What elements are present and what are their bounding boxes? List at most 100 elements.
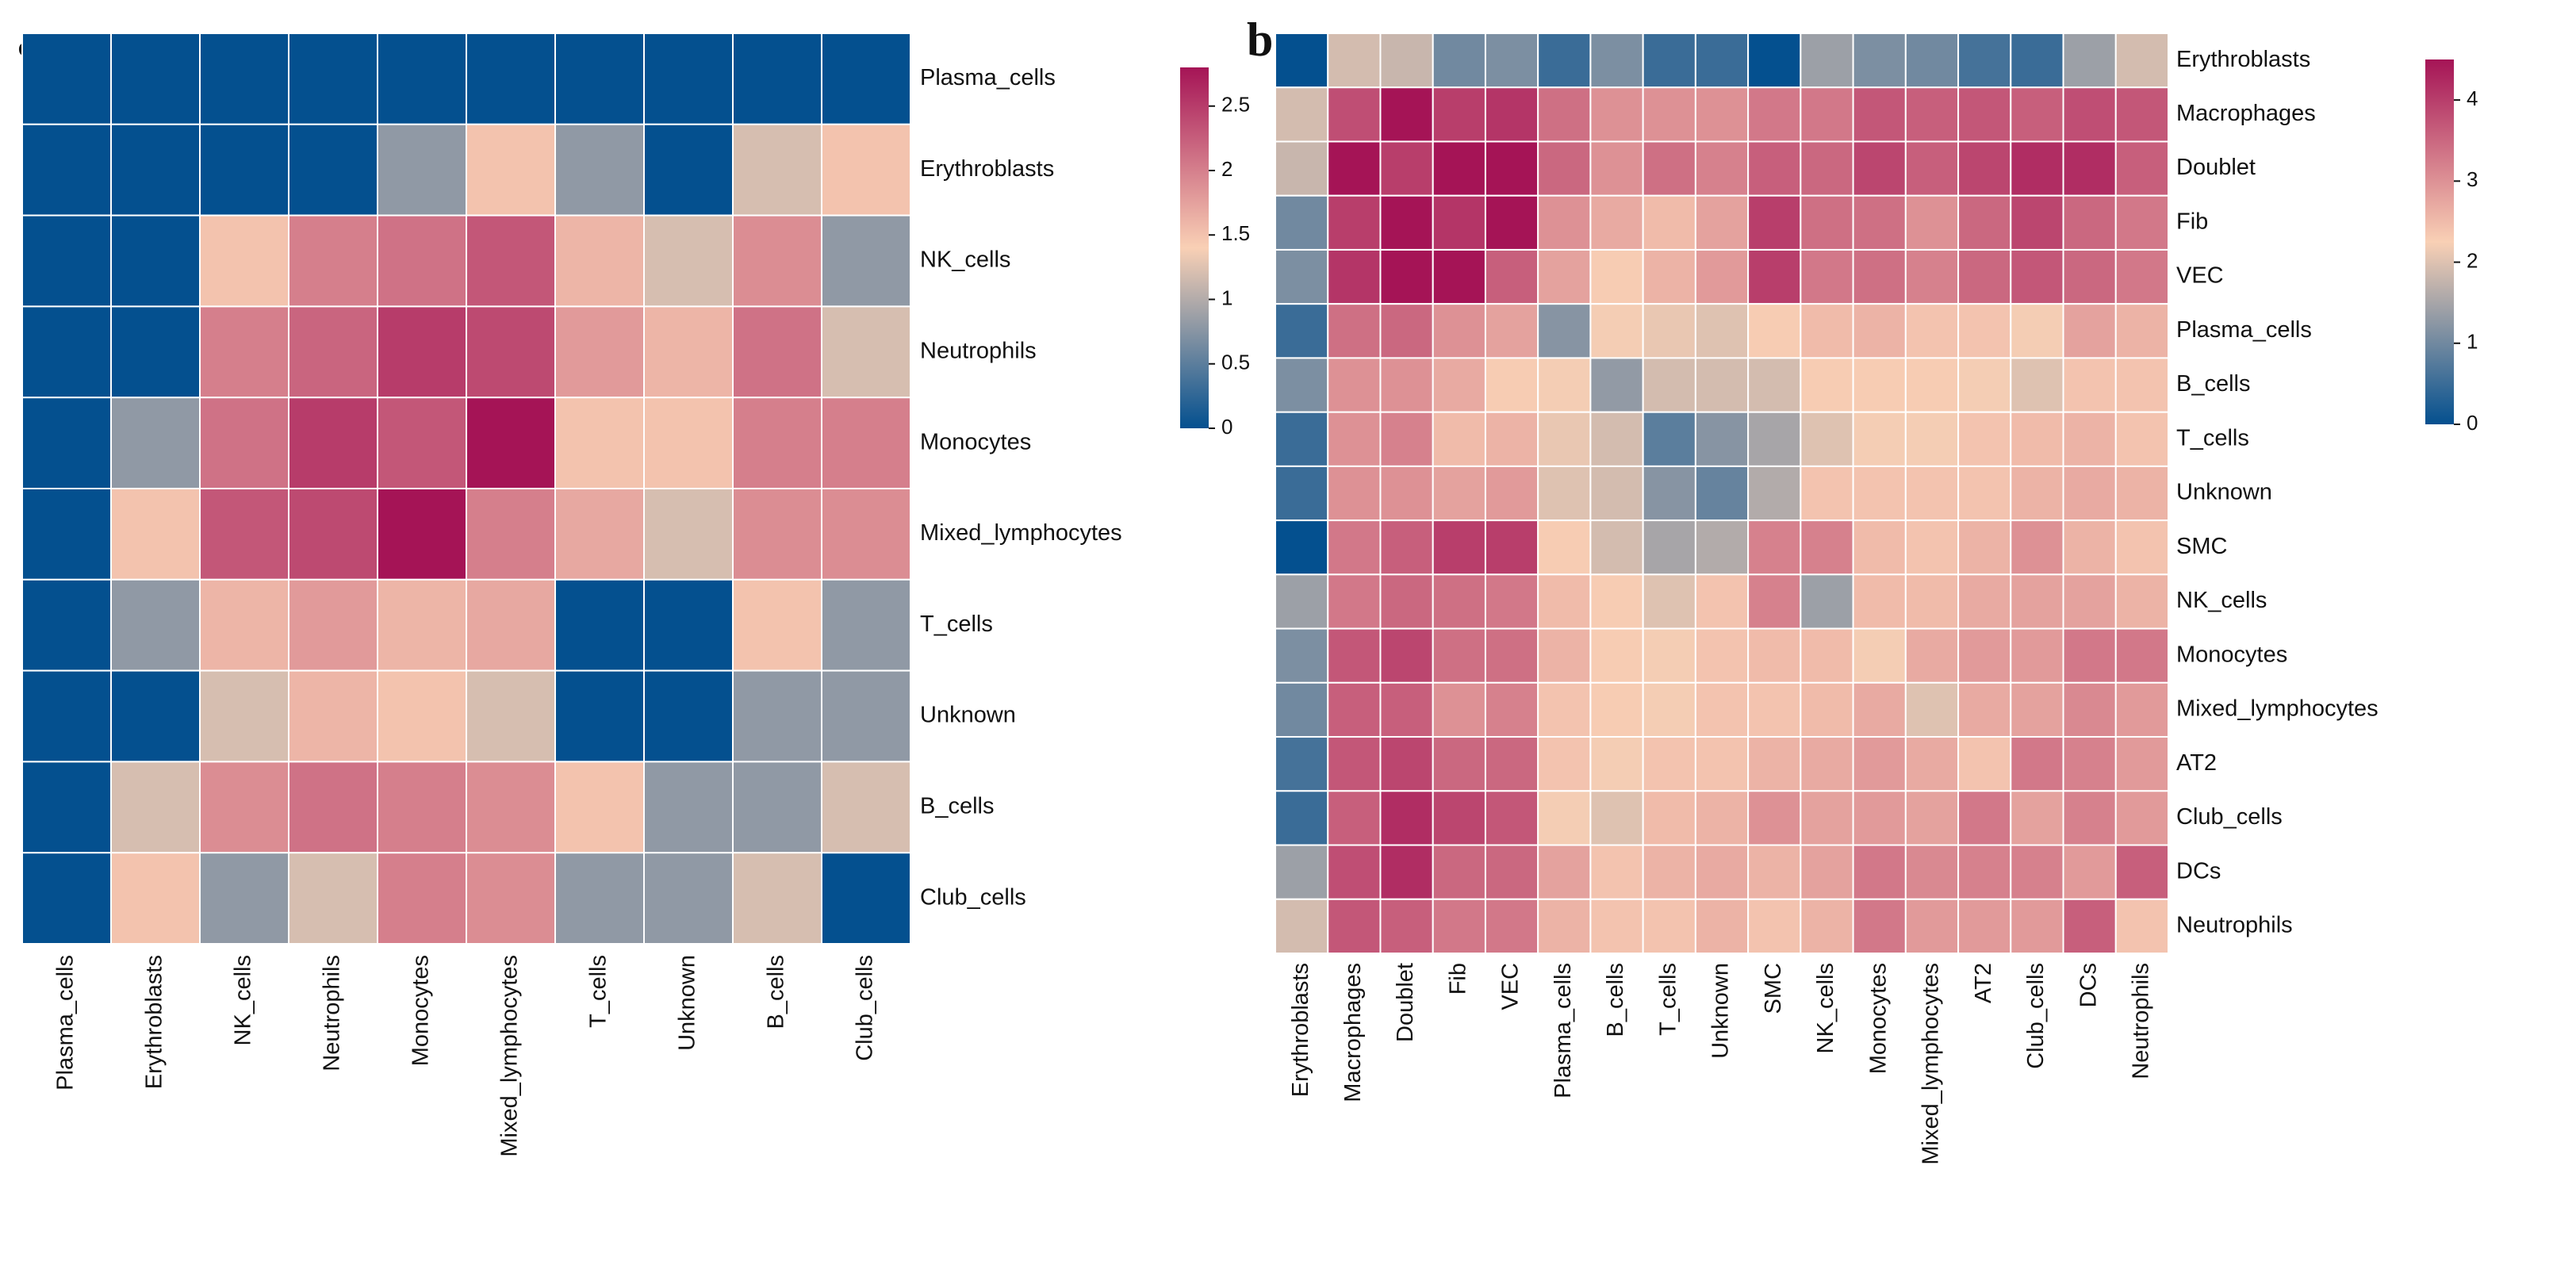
heatmap-cell-b-plasma-cells-b-cells: [1589, 303, 1644, 359]
heatmap-cell-b-plasma-cells-neutrophils: [2114, 303, 2170, 359]
heatmap-cell-b-b-cells-unknown: [1694, 357, 1750, 413]
heatmap-cell-b-erythroblasts-erythroblasts: [1275, 33, 1329, 89]
heatmap-cell-b-b-cells-b-cells: [1589, 357, 1644, 413]
heatmap-cell-a-b-cells-t-cells: [554, 761, 645, 854]
heatmap-cell-a-monocytes-unknown: [643, 397, 734, 490]
heatmap-cell-b-neutrophils-nk-cells: [1800, 898, 1854, 955]
heatmap-cell-a-t-cells-unknown: [643, 578, 734, 672]
heatmap-cell-b-doublet-plasma-cells: [1537, 140, 1592, 197]
heatmap-cell-b-smc-doublet: [1379, 519, 1434, 576]
heatmap-cell-b-neutrophils-doublet: [1379, 898, 1434, 955]
heatmap-cell-b-macrophages-unknown: [1694, 86, 1750, 143]
heatmap-cell-b-doublet-fib: [1432, 140, 1486, 197]
heatmap-cell-a-neutrophils-unknown: [643, 305, 734, 399]
row-label-b-neutrophils: Neutrophils: [2176, 913, 2293, 938]
heatmap-cell-a-erythroblasts-nk-cells: [199, 123, 289, 217]
heatmap-cell-b-monocytes-mixed-lymphocytes: [1904, 627, 1960, 684]
heatmap-cell-b-neutrophils-neutrophils: [2114, 898, 2170, 955]
row-label-b-unknown: Unknown: [2176, 480, 2272, 505]
heatmap-cell-b-smc-unknown: [1694, 519, 1750, 576]
heatmap-cell-b-nk-cells-club-cells: [2010, 573, 2064, 630]
heatmap-cell-b-doublet-b-cells: [1589, 140, 1644, 197]
heatmap-cell-b-b-cells-t-cells: [1642, 357, 1696, 413]
row-label-b-dcs: DCs: [2176, 858, 2221, 884]
heatmap-cell-b-neutrophils-macrophages: [1327, 898, 1382, 955]
heatmap-panel-a: Plasma_cells Erythroblasts NK_cells Neutrop…: [21, 33, 1250, 1157]
heatmap-cell-b-vec-nk-cells: [1800, 248, 1854, 305]
heatmap-cell-a-b-cells-unknown: [643, 761, 734, 854]
heatmap-cell-a-unknown-neutrophils: [288, 669, 378, 763]
heatmap-cell-b-monocytes-b-cells: [1589, 627, 1644, 684]
heatmap-cell-b-plasma-cells-macrophages: [1327, 303, 1382, 359]
heatmap-cell-a-unknown-t-cells: [554, 669, 645, 763]
heatmap-cell-a-monocytes-mixed-lymphocytes: [466, 397, 556, 490]
heatmap-cell-b-vec-neutrophils: [2114, 248, 2170, 305]
heatmap-cell-b-erythroblasts-dcs: [2062, 33, 2117, 89]
heatmap-cell-b-smc-vec: [1484, 519, 1539, 576]
heatmap-cell-b-monocytes-unknown: [1694, 627, 1750, 684]
heatmap-cell-b-neutrophils-b-cells: [1589, 898, 1644, 955]
heatmap-cell-b-plasma-cells-dcs: [2062, 303, 2117, 359]
heatmap-cell-b-vec-club-cells: [2010, 248, 2064, 305]
heatmap-cell-b-dcs-monocytes: [1852, 844, 1907, 900]
heatmap-cell-b-t-cells-erythroblasts: [1275, 411, 1329, 467]
heatmap-cell-b-unknown-erythroblasts: [1275, 465, 1329, 522]
heatmap-cell-b-fib-smc: [1747, 194, 1802, 251]
heatmap-cell-a-nk-cells-monocytes: [377, 214, 467, 308]
row-label-a-unknown: Unknown: [920, 703, 1016, 728]
heatmap-cell-b-nk-cells-t-cells: [1642, 573, 1696, 630]
heatmap-cell-b-fib-erythroblasts: [1275, 194, 1329, 251]
heatmap-cell-a-nk-cells-mixed-lymphocytes: [466, 214, 556, 308]
heatmap-cell-b-plasma-cells-plasma-cells: [1537, 303, 1592, 359]
heatmap-cell-a-neutrophils-nk-cells: [199, 305, 289, 399]
heatmap-cell-b-neutrophils-t-cells: [1642, 898, 1696, 955]
heatmap-cell-b-erythroblasts-b-cells: [1589, 33, 1644, 89]
heatmap-cell-b-dcs-t-cells: [1642, 844, 1696, 900]
heatmap-cell-b-smc-neutrophils: [2114, 519, 2170, 576]
heatmap-cell-a-neutrophils-monocytes: [377, 305, 467, 399]
heatmap-cell-b-macrophages-erythroblasts: [1275, 86, 1329, 143]
heatmap-cell-b-fib-nk-cells: [1800, 194, 1854, 251]
heatmap-cell-b-unknown-at2: [1957, 465, 2012, 522]
heatmap-cell-b-doublet-smc: [1747, 140, 1802, 197]
heatmap-cell-b-fib-at2: [1957, 194, 2012, 251]
column-label-a-t-cells: T_cells: [586, 955, 611, 1028]
heatmap-cell-b-macrophages-mixed-lymphocytes: [1904, 86, 1960, 143]
heatmap-cell-b-monocytes-monocytes: [1852, 627, 1907, 684]
column-label-a-plasma-cells: Plasma_cells: [53, 955, 79, 1091]
heatmap-cell-a-mixed-lymphocytes-nk-cells: [199, 488, 289, 581]
heatmap-cell-b-fib-macrophages: [1327, 194, 1382, 251]
heatmap-cell-a-plasma-cells-b-cells: [732, 33, 822, 125]
heatmap-cell-b-doublet-monocytes: [1852, 140, 1907, 197]
heatmap-cell-b-unknown-nk-cells: [1800, 465, 1854, 522]
heatmap-cell-b-plasma-cells-smc: [1747, 303, 1802, 359]
heatmap-cell-b-at2-at2: [1957, 736, 2012, 792]
heatmap-cell-b-neutrophils-unknown: [1694, 898, 1750, 955]
column-label-a-monocytes: Monocytes: [408, 955, 434, 1066]
heatmap-cell-b-plasma-cells-t-cells: [1642, 303, 1696, 359]
heatmap-cell-b-club-cells-unknown: [1694, 790, 1750, 846]
heatmap-cell-a-monocytes-neutrophils: [288, 397, 378, 490]
heatmap-cell-b-dcs-dcs: [2062, 844, 2117, 900]
heatmap-cell-b-dcs-nk-cells: [1800, 844, 1854, 900]
column-label-b-monocytes: Monocytes: [1865, 963, 1891, 1074]
heatmap-cell-b-dcs-b-cells: [1589, 844, 1644, 900]
heatmap-cell-b-nk-cells-neutrophils: [2114, 573, 2170, 630]
column-label-b-neutrophils: Neutrophils: [2129, 963, 2154, 1079]
heatmap-cell-b-mixed-lymphocytes-fib: [1432, 681, 1486, 738]
heatmap-cell-a-club-cells-erythroblasts: [110, 852, 201, 945]
heatmap-cell-a-erythroblasts-unknown: [643, 123, 734, 217]
heatmap-cell-b-monocytes-nk-cells: [1800, 627, 1854, 684]
colorbar-tick-label-b-2: 2: [2467, 248, 2478, 272]
colorbar-tick-label-a-5: 2.5: [1221, 93, 1250, 117]
heatmap-cell-b-macrophages-neutrophils: [2114, 86, 2170, 143]
heatmap-cell-b-macrophages-monocytes: [1852, 86, 1907, 143]
heatmap-cell-b-vec-erythroblasts: [1275, 248, 1329, 305]
heatmap-cell-b-dcs-plasma-cells: [1537, 844, 1592, 900]
heatmap-cell-b-fib-club-cells: [2010, 194, 2064, 251]
row-label-a-club-cells: Club_cells: [920, 884, 1026, 910]
heatmap-cell-b-macrophages-macrophages: [1327, 86, 1382, 143]
heatmap-cell-a-club-cells-neutrophils: [288, 852, 378, 945]
heatmap-cell-b-macrophages-plasma-cells: [1537, 86, 1592, 143]
heatmap-cell-b-erythroblasts-fib: [1432, 33, 1486, 89]
